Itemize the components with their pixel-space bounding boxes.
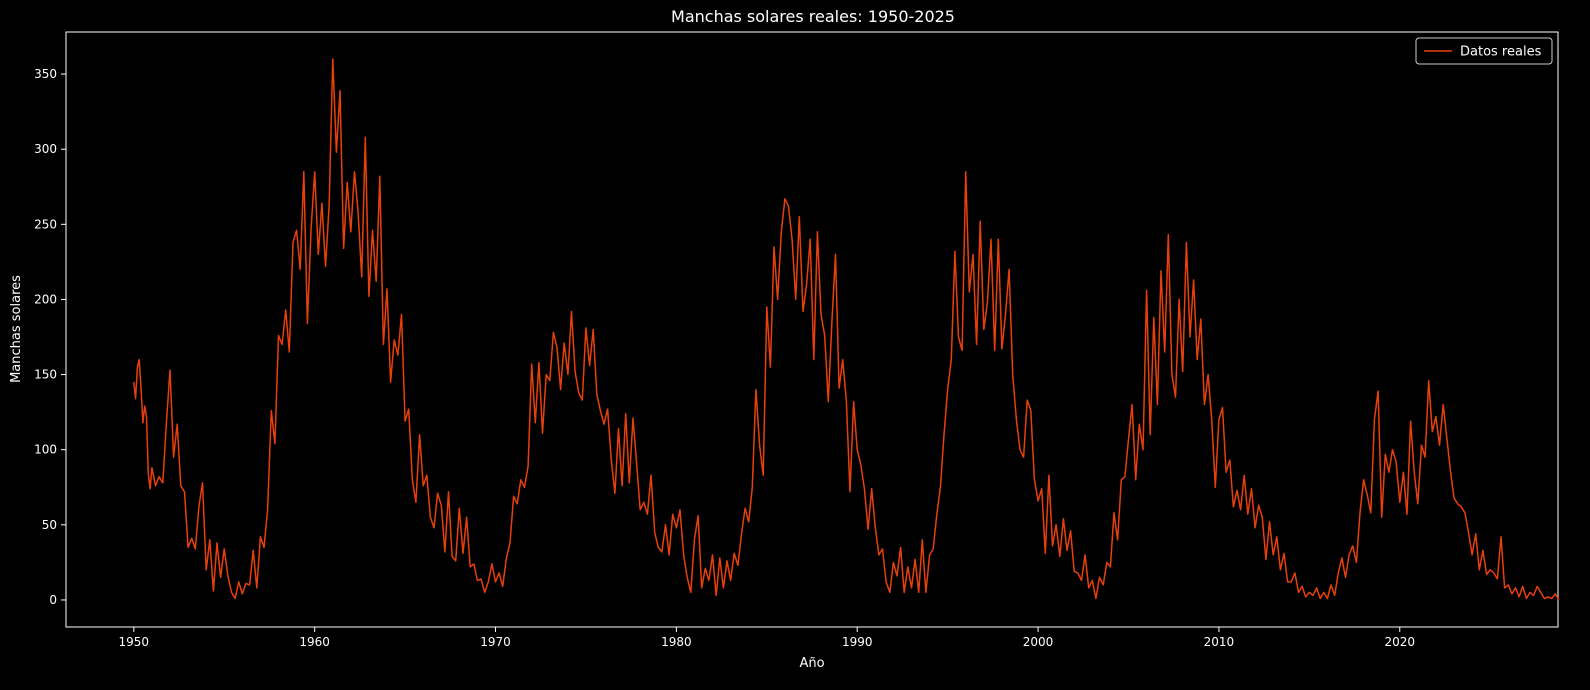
- x-axis: 1950 1960 1970 1980 1990 2000 2010 2020: [119, 627, 1415, 649]
- x-tick-label: 1990: [842, 635, 873, 649]
- series-line-datos-reales: [133, 58, 1560, 601]
- x-axis-title: Año: [799, 656, 824, 671]
- y-tick-label: 50: [42, 518, 57, 532]
- legend-label: Datos reales: [1460, 45, 1542, 60]
- y-tick-label: 200: [34, 292, 57, 306]
- x-tick-label: 1980: [661, 635, 692, 649]
- y-tick-label: 100: [34, 443, 57, 457]
- y-tick-label: 350: [34, 67, 57, 81]
- legend-box: [1415, 37, 1553, 65]
- x-tick-label: 1960: [299, 635, 330, 649]
- y-tick-label: 150: [34, 368, 57, 382]
- chart-title: Manchas solares reales: 1950-2025: [671, 7, 955, 26]
- y-tick-label: 250: [34, 217, 57, 231]
- y-tick-label: 0: [49, 593, 57, 607]
- y-tick-label: 300: [34, 142, 57, 156]
- y-axis-title: Manchas solares: [9, 275, 24, 383]
- x-tick-label: 2020: [1384, 635, 1415, 649]
- x-tick-label: 2000: [1023, 635, 1054, 649]
- x-tick-label: 2010: [1204, 635, 1235, 649]
- y-axis: 0 50 100 150 200 250 300 350: [34, 67, 66, 607]
- x-tick-label: 1950: [119, 635, 150, 649]
- x-tick-label: 1970: [480, 635, 511, 649]
- legend: Datos reales: [1415, 37, 1553, 65]
- plot-area: [65, 31, 1559, 628]
